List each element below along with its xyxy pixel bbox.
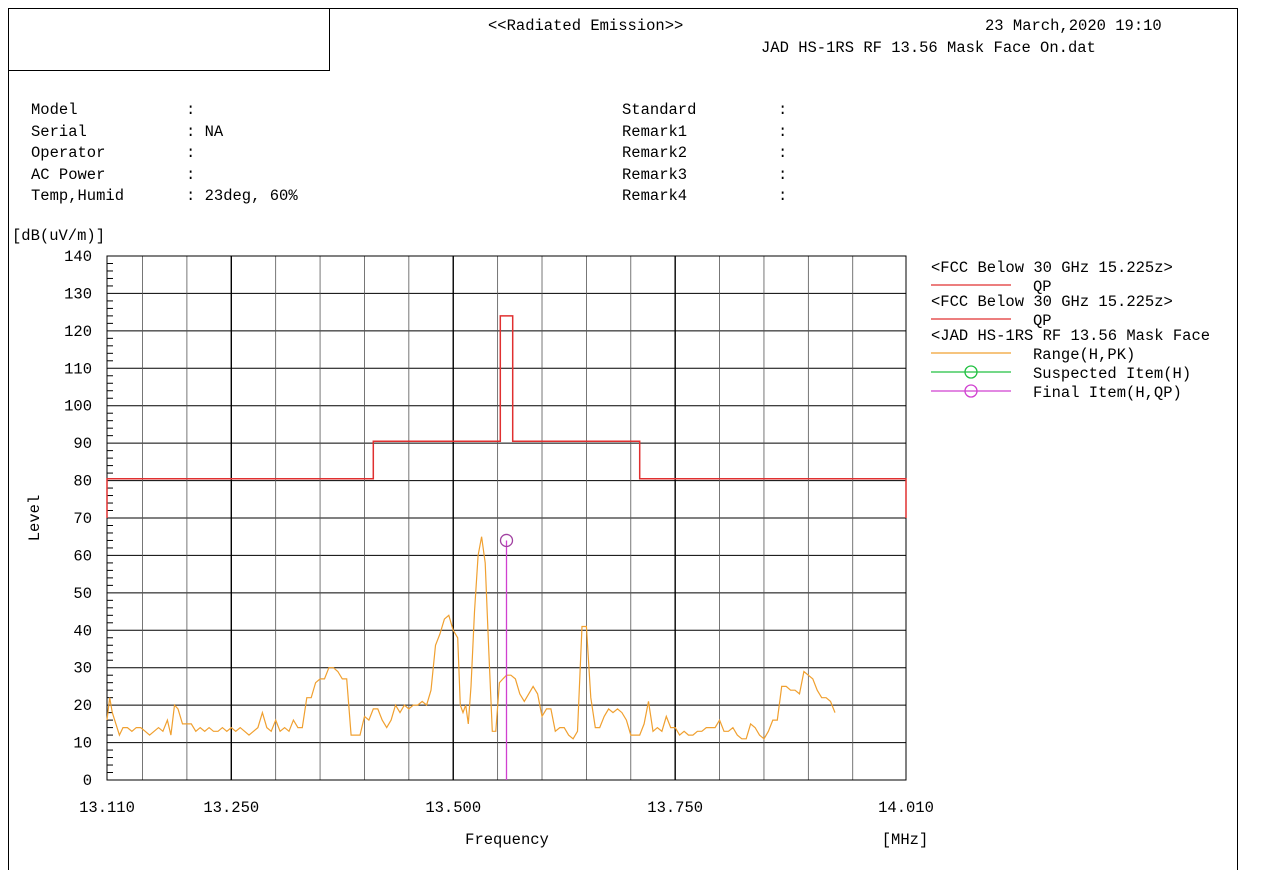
- y-tick-label: 140: [64, 248, 92, 266]
- x-tick-label: 13.110: [79, 799, 135, 817]
- range-trace-line: [106, 536, 836, 740]
- info-label-model: Model: [31, 101, 78, 119]
- y-tick-label: 0: [83, 772, 92, 790]
- y-tick-label: 60: [73, 547, 92, 565]
- info-label-temp-humid: Temp,Humid: [31, 187, 125, 205]
- legend-marker: [964, 384, 978, 398]
- info-label-operator: Operator: [31, 144, 106, 162]
- x-axis-label: Frequency: [465, 831, 549, 849]
- y-tick-label: 130: [64, 285, 92, 303]
- legend-header: <FCC Below 30 GHz 15.225z>: [931, 293, 1173, 311]
- legend-marker: [964, 365, 978, 379]
- y-tick-label: 70: [73, 510, 92, 528]
- info-value-temp-humid: : 23deg, 60%: [186, 187, 298, 205]
- legend-entry-label: Range(H,PK): [1033, 346, 1135, 364]
- x-tick-label: 13.750: [647, 799, 703, 817]
- chart-legend: <FCC Below 30 GHz 15.225z>QP<FCC Below 3…: [931, 259, 1210, 402]
- y-tick-label: 100: [64, 398, 92, 416]
- report-datetime: 23 March,2020 19:10: [985, 17, 1162, 35]
- report-title: <<Radiated Emission>>: [488, 17, 684, 35]
- y-tick-labels: 0 10 20 30 40 50 60 70 80 90 100 110 120 130 140: [64, 248, 92, 790]
- y-tick-label: 40: [73, 622, 92, 640]
- info-label-remark1: Remark1: [622, 122, 688, 141]
- info-value-remark4: :: [778, 187, 788, 205]
- final-item-marker: [499, 533, 514, 548]
- chart-series: [106, 315, 907, 780]
- info-value-serial: : NA: [186, 122, 224, 141]
- y-tick-label: 80: [73, 473, 92, 491]
- legend-header: <FCC Below 30 GHz 15.225z>: [931, 259, 1173, 277]
- info-label-remark4: Remark4: [622, 187, 688, 205]
- y-tick-label: 30: [73, 660, 92, 678]
- x-tick-labels: 13.110 13.250 13.500 13.750 14.010: [79, 799, 934, 817]
- info-label-remark3: Remark3: [622, 165, 688, 184]
- legend-entry-label: QP: [1033, 278, 1052, 296]
- report-filename: JAD HS-1RS RF 13.56 Mask Face On.dat: [761, 39, 1096, 57]
- x-tick-label: 13.250: [203, 799, 259, 817]
- info-label-standard: Standard: [622, 101, 697, 119]
- y-tick-label: 120: [64, 323, 92, 341]
- info-label-remark2: Remark2: [622, 144, 688, 162]
- page-frame-left: [8, 8, 9, 870]
- logo-box: [8, 8, 330, 71]
- info-value-operator: :: [186, 144, 196, 162]
- x-tick-label: 13.500: [425, 799, 481, 817]
- legend-header: <JAD HS-1RS RF 13.56 Mask Face: [931, 327, 1210, 345]
- info-value-model: :: [186, 101, 196, 119]
- y-unit-label: [dB(uV/m)]: [12, 227, 105, 245]
- page-frame-top: [8, 8, 1237, 9]
- x-unit-label: [MHz]: [882, 831, 929, 849]
- chart-minor-ticks: [107, 262, 113, 774]
- legend-entry-label: Final Item(H,QP): [1033, 384, 1182, 402]
- info-value-ac-power: :: [186, 165, 196, 184]
- info-value-remark3: :: [778, 165, 788, 184]
- info-label-serial: Serial: [31, 122, 87, 141]
- y-tick-label: 50: [73, 585, 92, 603]
- x-tick-label: 14.010: [878, 799, 934, 817]
- legend-entry-label: QP: [1033, 312, 1052, 330]
- y-tick-label: 20: [73, 697, 92, 715]
- info-value-remark1: :: [778, 122, 788, 141]
- info-label-ac-power: AC Power: [31, 165, 106, 184]
- legend-entry-label: Suspected Item(H): [1033, 365, 1191, 383]
- page-frame-right: [1237, 8, 1238, 870]
- info-value-standard: :: [778, 101, 788, 119]
- y-axis-label: Level: [26, 495, 44, 542]
- info-value-remark2: :: [778, 144, 788, 162]
- y-tick-label: 10: [73, 735, 92, 753]
- y-tick-label: 110: [64, 360, 92, 378]
- y-tick-label: 90: [73, 435, 92, 453]
- limit-line: [106, 315, 907, 518]
